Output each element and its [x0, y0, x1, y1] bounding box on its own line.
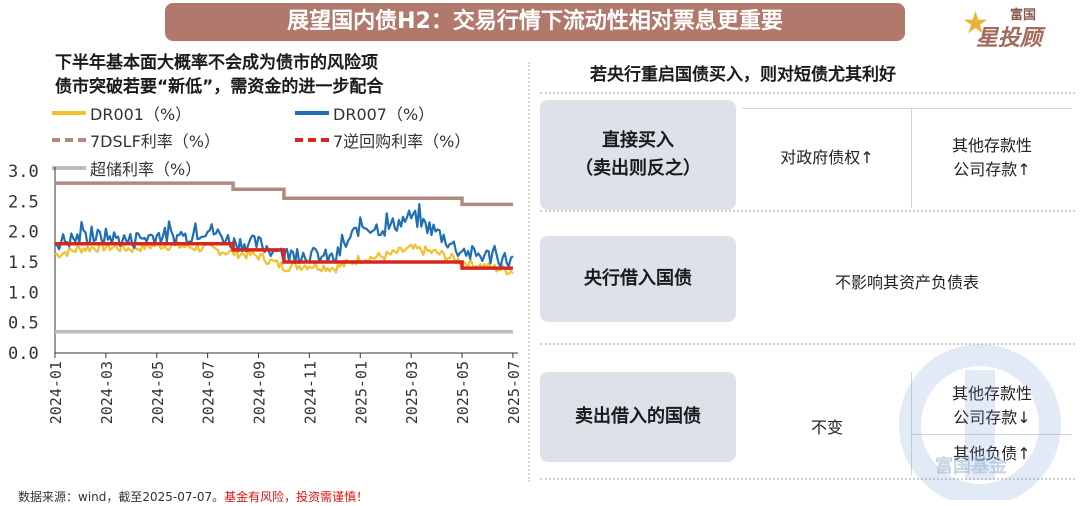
- y-tick-label: 0.0: [8, 344, 39, 364]
- row-label-sell-borrowed: 卖出借入的国债: [540, 372, 736, 462]
- series-dslf: [55, 181, 513, 207]
- x-tick-label: 2025-07: [505, 361, 523, 424]
- brand-logo: ★ 富国 星投顾: [960, 2, 1070, 51]
- y-tick-label: 0.5: [8, 314, 39, 334]
- row-divider-bottom: [540, 478, 1075, 480]
- x-tick-label: 2025-03: [403, 361, 421, 424]
- row-label-borrow: 央行借入国债: [540, 236, 736, 322]
- y-tick-label: 2.0: [8, 223, 39, 243]
- left-title-line2: 债市突破若要“新低”，需资金的进一步配合: [55, 77, 384, 97]
- x-tick-label: 2024-07: [200, 361, 218, 424]
- row1-col2: 其他存款性 公司存款↑: [951, 136, 1032, 179]
- row3-inner-line: [912, 434, 1072, 435]
- row1-divider: [911, 108, 912, 208]
- legend-reverse-repo: 7逆回购利率（%）: [295, 128, 470, 152]
- x-tick-label: 2024-11: [301, 361, 319, 424]
- y-tick-label: 3.0: [8, 162, 39, 182]
- y-tick-label: 1.5: [8, 253, 39, 273]
- page-title: 展望国内债H2：交易行情下流动性相对票息更重要: [165, 3, 905, 41]
- right-title: 若央行重启国债买入，则对短债尤其利好: [590, 65, 896, 85]
- x-tick-label: 2024-05: [149, 361, 167, 424]
- row-divider-2: [540, 343, 1075, 345]
- watermark-text: 富国基金: [935, 456, 1007, 477]
- watermark-emblem: [899, 344, 1061, 500]
- x-tick-label: 2025-05: [454, 361, 472, 424]
- footer-warning: 基金有风险，投资需谨慎！: [224, 490, 369, 504]
- section-divider: [528, 62, 530, 482]
- row-divider-top: [540, 92, 1075, 94]
- row1-col1: 对政府债权↑: [780, 148, 874, 167]
- y-tick-label: 1.0: [8, 283, 39, 303]
- row2-merged: 不影响其资产负债表: [834, 273, 979, 292]
- rate-line-chart: 0.0 0.5 1.0 1.5 2.0 2.5 3.0 2024-01 2024-03 2024-…: [8, 162, 523, 424]
- footer-note: 数据来源：wind，截至2025-07-07。基金有风险，投资需谨慎！: [18, 488, 368, 505]
- row-label-direct-buy: 直接买入 （卖出则反之）: [540, 100, 736, 210]
- footer-source: 数据来源：wind，截至2025-07-07。: [18, 490, 225, 504]
- left-title-line1: 下半年基本面大概率不会成为债市的风险项: [55, 53, 378, 73]
- row3-col2a: 其他存款性 公司存款↓: [912, 382, 1072, 430]
- row3-divider: [911, 372, 912, 476]
- row3-col1: 不变: [810, 418, 843, 437]
- legend-excess: 超储利率（%）: [52, 156, 201, 180]
- logo-top-text: 富国: [1010, 8, 1037, 23]
- star-icon: ★: [962, 6, 989, 41]
- legend-dslf: 7DSLF利率（%）: [52, 128, 220, 152]
- legend-dr007: DR007（%）: [295, 101, 434, 125]
- x-tick-label: 2024-01: [47, 361, 65, 424]
- x-tick-label: 2024-09: [251, 361, 269, 424]
- legend-dr001: DR001（%）: [52, 101, 191, 125]
- x-tick-label: 2025-01: [352, 361, 370, 424]
- row-divider-1: [540, 210, 1075, 212]
- series-reverse_repo: [55, 242, 513, 270]
- y-tick-label: 2.5: [8, 192, 39, 212]
- x-tick-label: 2024-03: [98, 361, 116, 424]
- logo-main-text: 星投顾: [976, 26, 1043, 51]
- row1-top-line: [742, 108, 1072, 109]
- series-dr001: [54, 240, 514, 276]
- row3-col2b: 其他负债↑: [912, 442, 1072, 466]
